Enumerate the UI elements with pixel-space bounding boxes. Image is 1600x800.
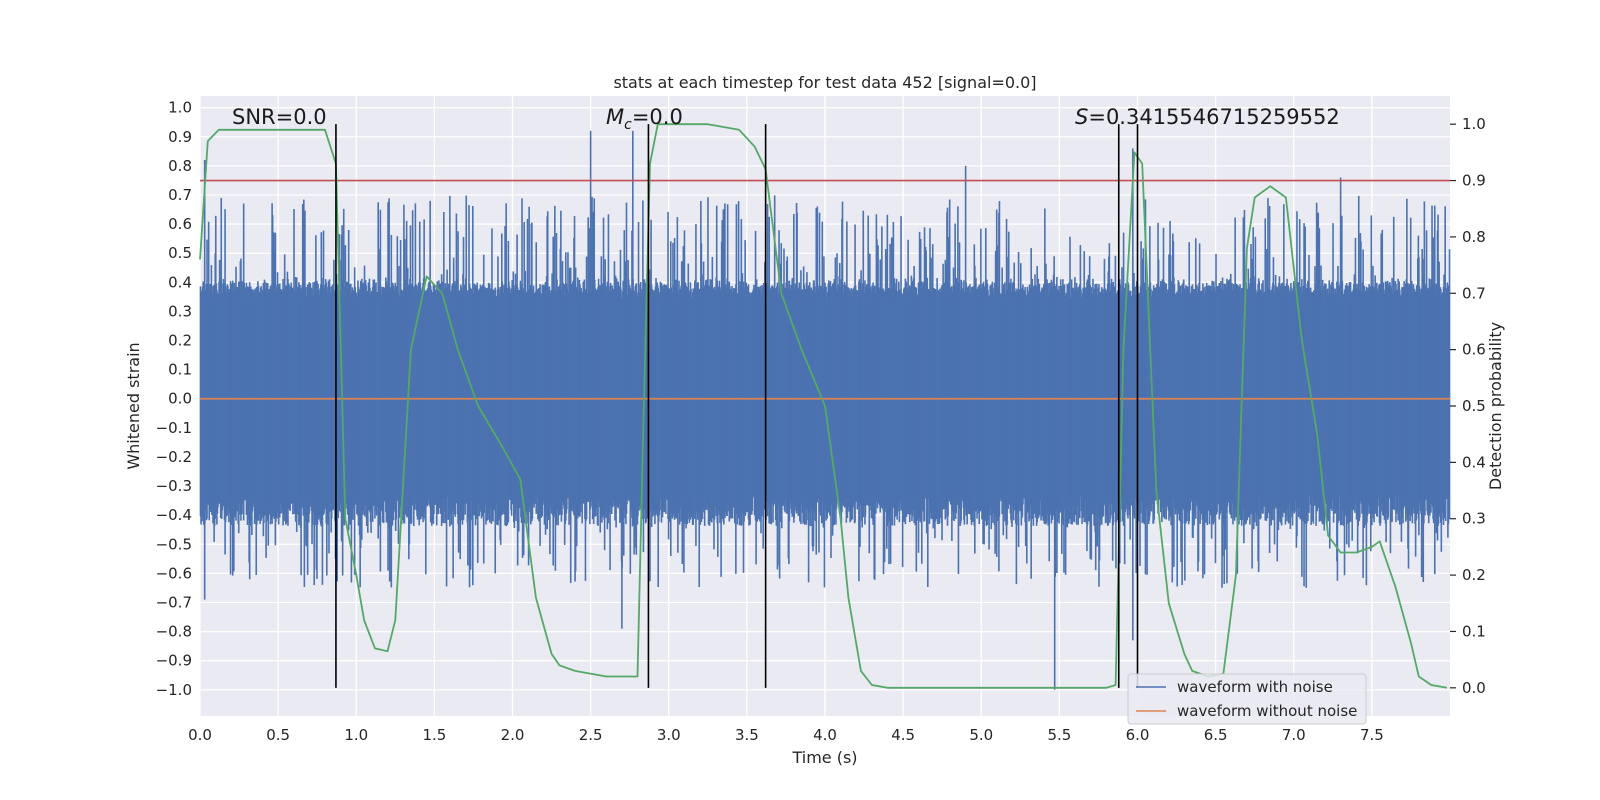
line-series	[199, 123, 1450, 689]
x-tick-label: 1.5	[422, 726, 446, 744]
y2-tick-label: 0.1	[1462, 622, 1486, 640]
x-tick-label: 3.0	[657, 726, 681, 744]
x-tick-label: 1.0	[344, 726, 368, 744]
y2-tick-label: 0.4	[1462, 453, 1486, 471]
y2-tick-label: 0.2	[1462, 566, 1486, 584]
x-tick-label: 5.0	[969, 726, 993, 744]
x-axis-label: Time (s)	[791, 748, 857, 767]
chirp-mass-annotation: Mc=0.0	[606, 105, 683, 133]
x-tick-label: 2.5	[579, 726, 603, 744]
axes: 0.0 0.5 1.0 1.5 2.0 2.5 3.0 3.5 4.0 4.5 5.0 5.5 6.0 6…	[156, 99, 1486, 744]
x-tick-label: 6.0	[1126, 726, 1150, 744]
y-tick-label: −0.7	[156, 593, 192, 611]
x-tick-label: 2.0	[501, 726, 525, 744]
y-tick-label: −0.9	[156, 652, 192, 670]
detection-markers	[335, 124, 1139, 688]
y2-tick-label: 0.6	[1462, 341, 1486, 359]
y-axis-label: Whitened strain	[124, 342, 143, 469]
score-annotation: S=0.3415546715259552	[1075, 105, 1340, 129]
y-tick-label: 0.7	[168, 186, 192, 204]
chirp-mass-subscript: c	[624, 117, 632, 133]
y2-tick-label: 0.9	[1462, 172, 1486, 190]
detection-probability-line	[199, 123, 1448, 689]
chart-title: stats at each timestep for test data 452…	[613, 73, 1036, 92]
y-tick-label: 0.1	[168, 361, 192, 379]
y-tick-label: −0.2	[156, 448, 192, 466]
x-tick-label: 0.5	[266, 726, 290, 744]
x-tick-label: 6.5	[1204, 726, 1228, 744]
y2-tick-label: 0.8	[1462, 228, 1486, 246]
chirp-mass-symbol: M	[606, 105, 624, 129]
x-tick-label: 0.0	[188, 726, 212, 744]
x-tick-label: 4.5	[891, 726, 915, 744]
x-tick-label: 7.5	[1360, 726, 1384, 744]
y2-tick-label: 0.0	[1462, 679, 1486, 697]
y-tick-label: 0.3	[168, 302, 192, 320]
y-tick-label: 0.9	[168, 128, 192, 146]
y2-tick-label: 0.5	[1462, 397, 1486, 415]
y2-tick-label: 1.0	[1462, 115, 1486, 133]
legend-box	[1127, 673, 1367, 725]
y-tick-label: −0.4	[156, 506, 192, 524]
y-tick-label: −0.5	[156, 535, 192, 553]
x-tick-label: 3.5	[735, 726, 759, 744]
snr-annotation: SNR=0.0	[232, 105, 327, 129]
legend-label-noise: waveform with noise	[1177, 678, 1333, 696]
x-tick-label: 4.0	[813, 726, 837, 744]
y2-tick-label: 0.7	[1462, 284, 1486, 302]
y-tick-label: 0.8	[168, 157, 192, 175]
y2-axis-label: Detection probability	[1486, 322, 1505, 490]
y-tick-label: 0.2	[168, 332, 192, 350]
y-tick-label: −1.0	[156, 681, 192, 699]
y-tick-label: −0.8	[156, 623, 192, 641]
y-tick-label: −0.1	[156, 419, 192, 437]
y-tick-label: 0.0	[168, 390, 192, 408]
y-tick-label: −0.6	[156, 564, 192, 582]
waveform-with-noise-series	[199, 130, 1451, 690]
chirp-mass-value: =0.0	[632, 105, 683, 129]
x-tick-label: 7.0	[1282, 726, 1306, 744]
y-tick-label: 1.0	[168, 99, 192, 117]
y-tick-label: 0.6	[168, 215, 192, 233]
y-tick-label: 0.4	[168, 273, 192, 291]
score-symbol: S	[1075, 105, 1088, 129]
y-tick-label: 0.5	[168, 244, 192, 262]
y-tick-label: −0.3	[156, 477, 192, 495]
legend: waveform with noise waveform without noi…	[1127, 673, 1367, 725]
legend-label-clean: waveform without noise	[1177, 702, 1357, 720]
y2-tick-label: 0.3	[1462, 510, 1486, 528]
score-value: =0.3415546715259552	[1088, 105, 1339, 129]
x-tick-label: 5.5	[1047, 726, 1071, 744]
